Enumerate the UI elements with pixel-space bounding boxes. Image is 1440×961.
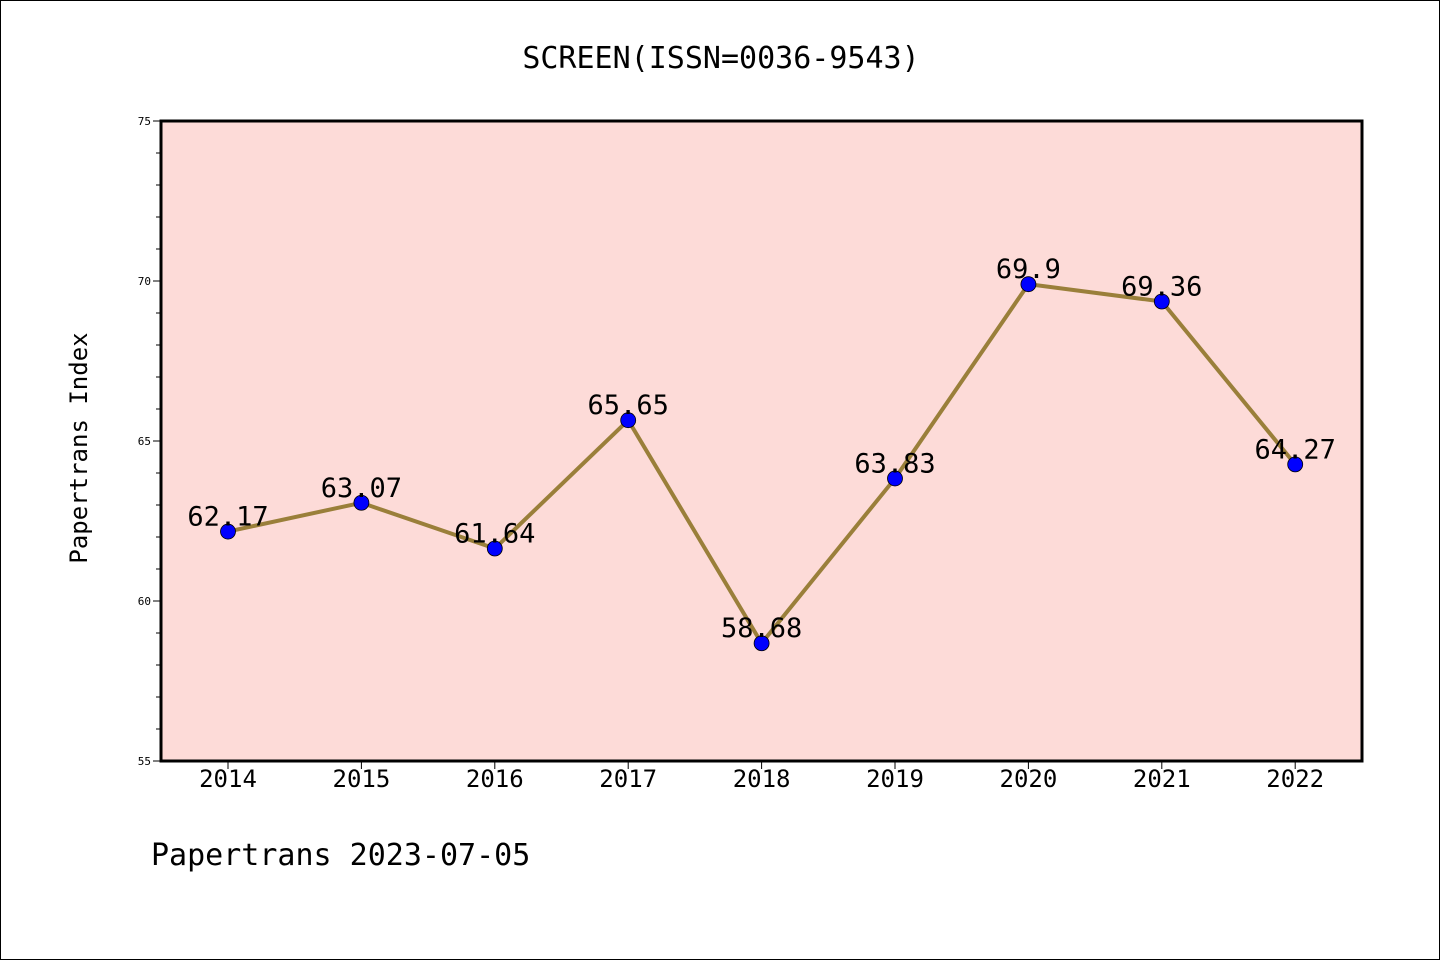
data-point: [620, 412, 637, 429]
data-label: 69.9: [996, 254, 1061, 285]
y-tick-label: 60: [138, 595, 151, 608]
data-label: 61.64: [454, 519, 535, 550]
data-label: 58.68: [721, 613, 802, 644]
data-point: [353, 494, 370, 511]
y-tick-label: 75: [138, 115, 151, 128]
x-tick-label: 2022: [1266, 765, 1324, 793]
footer-date: Papertrans 2023-07-05: [151, 838, 530, 873]
x-axis: 2014 2015 2016 2017 2018 2019 2020 2021 2022: [199, 761, 1324, 793]
data-label: 63.83: [854, 448, 935, 479]
data-point: [486, 540, 503, 557]
data-point: [753, 635, 770, 652]
y-axis-label: Papertrans Index: [65, 332, 93, 563]
y-tick-label: 65: [138, 435, 151, 448]
y-tick-label: 70: [138, 275, 151, 288]
data-point: [1020, 276, 1037, 293]
data-markers: [220, 276, 1304, 652]
data-label: 65.65: [588, 390, 669, 421]
data-label: 62.17: [187, 502, 268, 533]
data-label: 64.27: [1255, 434, 1336, 465]
chart-title: SCREEN(ISSN=0036-9543): [522, 41, 919, 76]
x-tick-label: 2021: [1133, 765, 1191, 793]
plot-border: [159, 119, 1364, 763]
data-label: 63.07: [321, 473, 402, 504]
x-tick-label: 2016: [466, 765, 524, 793]
x-tick-label: 2019: [866, 765, 924, 793]
data-labels: 62.17 63.07 61.64 65.65 58.68 63.83 69.9 69.36 6…: [187, 254, 1335, 644]
data-point: [887, 470, 903, 487]
x-tick-label: 2018: [733, 765, 791, 793]
data-point: [1153, 293, 1170, 310]
data-label: 69.36: [1121, 271, 1202, 302]
data-point: [1287, 456, 1304, 473]
y-tick-label: 55: [138, 755, 151, 768]
data-point: [220, 523, 236, 540]
y-axis: 55 60 65 70 75: [138, 115, 161, 768]
x-tick-label: 2020: [1000, 765, 1058, 793]
plot-area: [161, 121, 1362, 761]
x-tick-label: 2017: [599, 765, 657, 793]
x-tick-label: 2015: [333, 765, 391, 793]
x-tick-label: 2014: [199, 765, 257, 793]
